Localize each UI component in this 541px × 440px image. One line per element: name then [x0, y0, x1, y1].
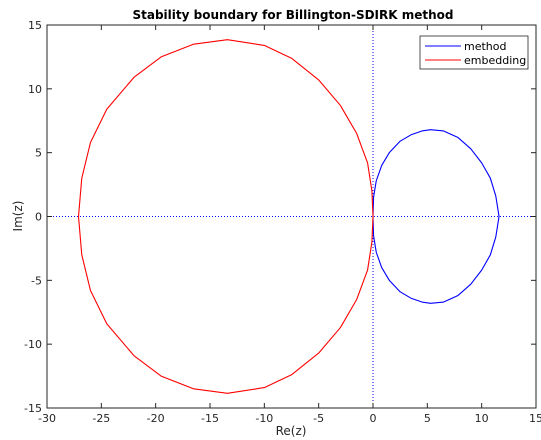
x-tick-label: 5: [424, 412, 431, 425]
x-tick-label: -15: [201, 412, 219, 425]
y-tick-label: 5: [35, 147, 42, 160]
x-axis-label: Re(z): [276, 424, 307, 438]
x-tick-label: 0: [370, 412, 377, 425]
y-tick-label: -10: [24, 338, 42, 351]
x-tick-label: -5: [313, 412, 324, 425]
legend-box: [419, 35, 529, 70]
series-layer: [77, 39, 500, 394]
y-axis-label: Im(z): [11, 201, 25, 232]
y-tick-label: 0: [35, 211, 42, 224]
y-tick-label: 10: [28, 83, 42, 96]
legend: method embedding: [419, 35, 529, 70]
series-line-embedding: [77, 39, 374, 394]
x-tick-label: -30: [38, 412, 56, 425]
y-axis-ticks: -15 -10 -5 0 5 10 15: [24, 19, 536, 415]
y-tick-label: -15: [24, 402, 42, 415]
series-line-method: [372, 129, 500, 304]
legend-label-method: method: [464, 40, 506, 53]
x-tick-label: -25: [92, 412, 110, 425]
y-tick-label: 15: [28, 19, 42, 32]
plot-area: [46, 24, 537, 409]
y-tick-label: -5: [31, 274, 42, 287]
legend-label-embedding: embedding: [464, 54, 526, 67]
x-tick-label: 15: [529, 412, 541, 425]
x-tick-label: -20: [147, 412, 165, 425]
x-tick-label: 10: [475, 412, 489, 425]
x-tick-label: -10: [255, 412, 273, 425]
chart-title: Stability boundary for Billington-SDIRK …: [132, 8, 453, 22]
reference-lines: [47, 25, 536, 408]
x-axis-ticks: -30 -25 -20 -15 -10 -5 0 5 10 15: [38, 25, 541, 425]
